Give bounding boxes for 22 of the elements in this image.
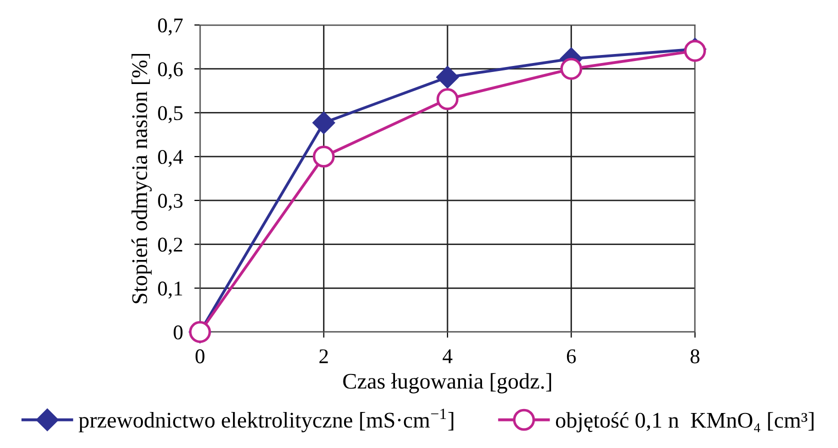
y-tick-label: 0,6 [158,62,183,80]
point [560,58,582,80]
point [436,66,459,88]
x-tick-label: 0 [196,349,204,364]
x-tick-label: 6 [566,349,576,364]
x-tick-label: 8 [690,349,700,364]
y-tick-label: 0,7 [158,18,183,36]
point [312,146,335,168]
x-axis-title: Czas ługowania [godz.] [343,373,552,394]
y-tick-label: 0,2 [158,238,182,255]
y-tick-label: 0 [174,325,183,340]
y-tick-label: 0,1 [158,282,182,299]
y-axis-title: Stopień odmycia nasion [%] [131,54,152,304]
point [312,112,335,134]
x-tick-label: 2 [319,349,328,364]
x-tick-label: 4 [442,349,452,364]
y-tick-label: 0,5 [158,106,183,124]
y-tick-label: 0,4 [158,150,184,168]
y-tick-label: 0,3 [158,194,183,211]
point [436,88,458,110]
legend-label: objętość 0,1 n KMnO₄ [cm³] [556,412,814,432]
legend-label: przewodnictwo elektrolityczne [mS·cm$^{−1}$] [78,408,454,432]
